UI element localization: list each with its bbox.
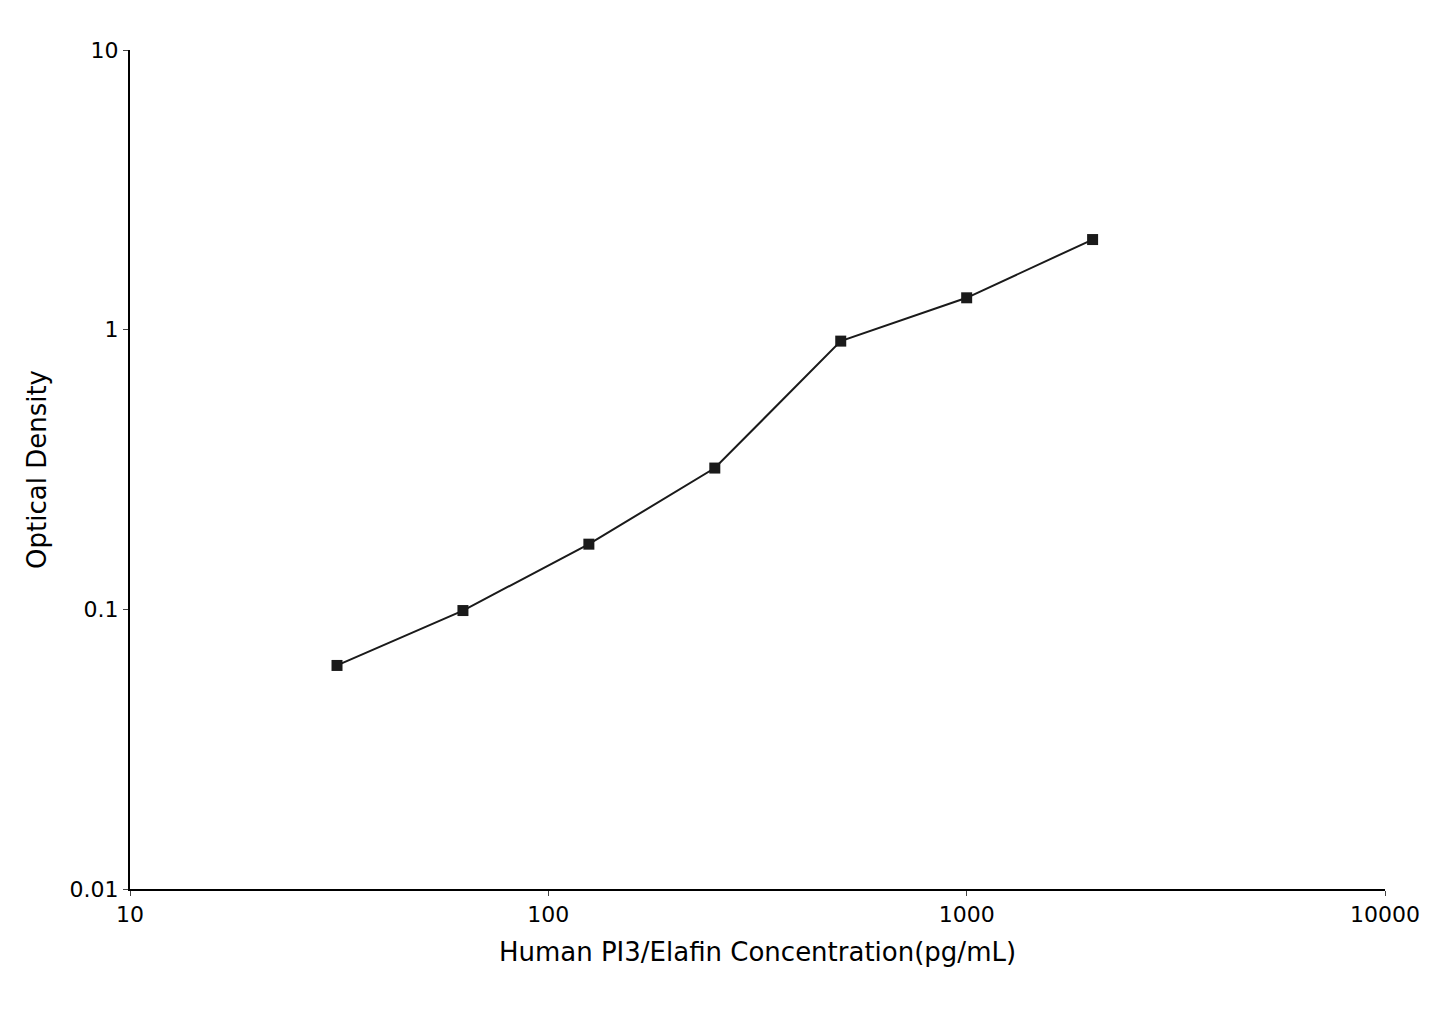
svg-text:10: 10 <box>116 902 144 927</box>
svg-text:10000: 10000 <box>1350 902 1420 927</box>
svg-text:1: 1 <box>105 317 119 342</box>
svg-text:10: 10 <box>91 38 119 63</box>
svg-text:0.01: 0.01 <box>70 877 119 902</box>
svg-text:100: 100 <box>527 902 569 927</box>
svg-text:Human PI3/Elafin Concentration: Human PI3/Elafin Concentration(pg/mL) <box>499 937 1016 967</box>
svg-text:0.1: 0.1 <box>84 597 119 622</box>
svg-text:Optical Density: Optical Density <box>22 370 52 569</box>
svg-text:1000: 1000 <box>939 902 995 927</box>
